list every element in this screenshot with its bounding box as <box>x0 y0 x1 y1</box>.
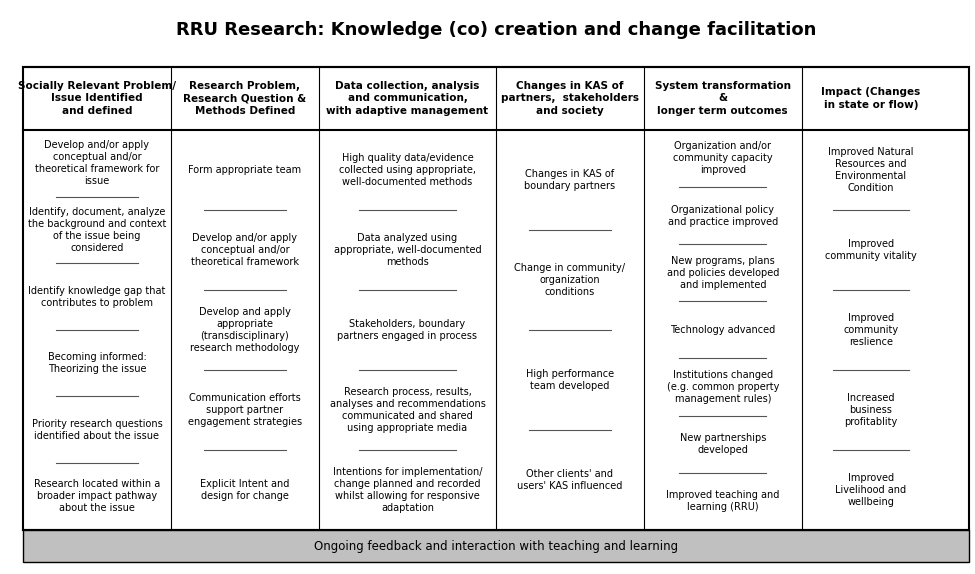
Text: Changes in KAS of
boundary partners: Changes in KAS of boundary partners <box>525 169 615 191</box>
Text: New programs, plans
and policies developed
and implemented: New programs, plans and policies develop… <box>667 256 779 290</box>
Text: Socially Relevant Problem/
Issue Identified
and defined: Socially Relevant Problem/ Issue Identif… <box>18 81 176 116</box>
Text: Data analyzed using
appropriate, well-documented
methods: Data analyzed using appropriate, well-do… <box>333 233 482 267</box>
Text: Research Problem,
Research Question &
Methods Defined: Research Problem, Research Question & Me… <box>183 81 306 116</box>
Text: Improved
community
reslience: Improved community reslience <box>843 313 898 347</box>
Text: Communication efforts
support partner
engagement strategies: Communication efforts support partner en… <box>188 393 302 427</box>
Text: Ongoing feedback and interaction with teaching and learning: Ongoing feedback and interaction with te… <box>314 540 678 553</box>
FancyBboxPatch shape <box>22 67 969 530</box>
Text: Research process, results,
analyses and recommendations
communicated and shared
: Research process, results, analyses and … <box>330 387 486 433</box>
Text: High performance
team developed: High performance team developed <box>526 369 614 391</box>
Text: Improved
Livelihood and
wellbeing: Improved Livelihood and wellbeing <box>836 473 907 507</box>
Text: Changes in KAS of
partners,  stakeholders
and society: Changes in KAS of partners, stakeholders… <box>501 81 639 116</box>
Text: Stakeholders, boundary
partners engaged in process: Stakeholders, boundary partners engaged … <box>337 319 478 341</box>
Text: Organization and/or
community capacity
improved: Organization and/or community capacity i… <box>673 141 772 176</box>
Text: Explicit Intent and
design for change: Explicit Intent and design for change <box>200 479 290 501</box>
Text: Data collection, analysis
and communication,
with adaptive management: Data collection, analysis and communicat… <box>327 81 488 116</box>
Text: Develop and/or apply
conceptual and/or
theoretical framework for
issue: Develop and/or apply conceptual and/or t… <box>35 140 159 186</box>
Text: System transformation
&
longer term outcomes: System transformation & longer term outc… <box>655 81 791 116</box>
Text: Develop and/or apply
conceptual and/or
theoretical framework: Develop and/or apply conceptual and/or t… <box>191 233 299 267</box>
Text: Form appropriate team: Form appropriate team <box>188 165 301 175</box>
Text: Improved teaching and
learning (RRU): Improved teaching and learning (RRU) <box>666 490 779 512</box>
Text: Improved Natural
Resources and
Environmental
Condition: Improved Natural Resources and Environme… <box>828 147 914 193</box>
Text: Technology advanced: Technology advanced <box>670 325 775 335</box>
Text: Develop and apply
appropriate
(transdisciplinary)
research methodology: Develop and apply appropriate (transdisc… <box>190 307 299 353</box>
Text: Institutions changed
(e.g. common property
management rules): Institutions changed (e.g. common proper… <box>667 370 779 404</box>
Text: RRU Research: Knowledge (co) creation and change facilitation: RRU Research: Knowledge (co) creation an… <box>176 21 816 40</box>
Text: Impact (Changes
in state or flow): Impact (Changes in state or flow) <box>821 87 920 110</box>
Text: Other clients' and
users' KAS influenced: Other clients' and users' KAS influenced <box>517 469 623 491</box>
Text: Priority research questions
identified about the issue: Priority research questions identified a… <box>31 419 162 441</box>
Text: New partnerships
developed: New partnerships developed <box>680 433 766 455</box>
Text: Organizational policy
and practice improved: Organizational policy and practice impro… <box>668 204 778 227</box>
Text: Change in community/
organization
conditions: Change in community/ organization condit… <box>515 263 625 297</box>
Text: Intentions for implementation/
change planned and recorded
whilst allowing for r: Intentions for implementation/ change pl… <box>332 467 483 513</box>
Text: Identify knowledge gap that
contributes to problem: Identify knowledge gap that contributes … <box>28 285 166 308</box>
Text: High quality data/evidence
collected using appropriate,
well-documented methods: High quality data/evidence collected usi… <box>339 153 476 187</box>
Text: Improved
community vitality: Improved community vitality <box>825 239 916 261</box>
Text: Increased
business
profitablity: Increased business profitablity <box>844 393 898 427</box>
FancyBboxPatch shape <box>22 530 969 563</box>
Text: Becoming informed:
Theorizing the issue: Becoming informed: Theorizing the issue <box>48 352 146 374</box>
Text: Identify, document, analyze
the background and context
of the issue being
consid: Identify, document, analyze the backgrou… <box>27 207 166 253</box>
Text: Research located within a
broader impact pathway
about the issue: Research located within a broader impact… <box>34 479 160 514</box>
